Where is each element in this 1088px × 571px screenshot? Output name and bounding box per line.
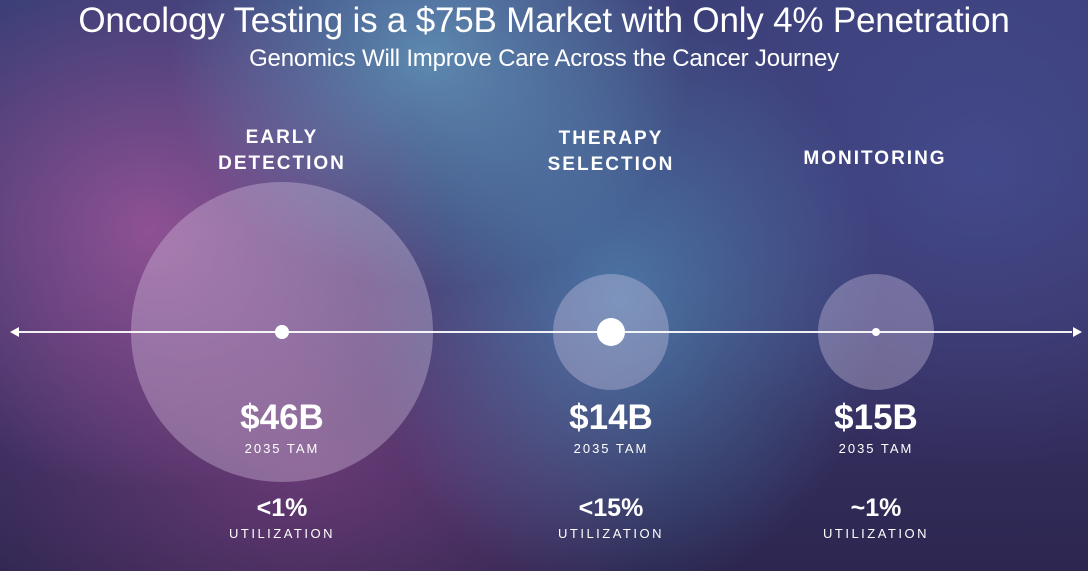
therapy-selection-marker: [597, 318, 625, 346]
utilization-therapy-selection: <15%: [578, 494, 644, 522]
arrow-left-icon: [10, 327, 19, 337]
tam-label-therapy-selection: 2035 TAM: [573, 441, 649, 456]
monitoring-marker: [872, 328, 880, 336]
slide-title: Oncology Testing is a $75B Market with O…: [78, 1, 1010, 40]
stage-label-early-detection: EARLY DETECTION: [218, 127, 346, 174]
utilization-early-detection: <1%: [256, 494, 308, 522]
stage-label-therapy-selection: THERAPY SELECTION: [547, 128, 675, 175]
utilization-label-monitoring: UTILIZATION: [823, 526, 929, 541]
tam-label-monitoring: 2035 TAM: [838, 441, 914, 456]
stage-label-monitoring: MONITORING: [803, 148, 947, 169]
tam-amount-therapy-selection: $14B: [569, 398, 653, 437]
timeline-axis: [16, 331, 1072, 333]
utilization-label-therapy-selection: UTILIZATION: [558, 526, 664, 541]
early-detection-marker: [275, 325, 289, 339]
slide-subtitle: Genomics Will Improve Care Across the Ca…: [249, 45, 839, 72]
tam-label-early-detection: 2035 TAM: [244, 441, 320, 456]
utilization-monitoring: ~1%: [850, 494, 902, 522]
utilization-label-early-detection: UTILIZATION: [229, 526, 335, 541]
tam-amount-monitoring: $15B: [834, 398, 918, 437]
tam-amount-early-detection: $46B: [240, 398, 324, 437]
arrow-right-icon: [1073, 327, 1082, 337]
